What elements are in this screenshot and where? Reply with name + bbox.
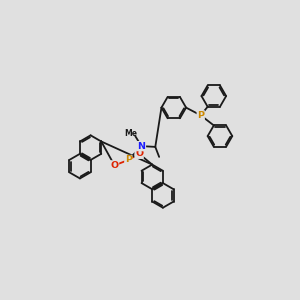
Text: O: O xyxy=(135,149,143,158)
Text: P: P xyxy=(125,155,132,164)
Text: N: N xyxy=(137,142,146,151)
Text: P: P xyxy=(197,111,204,120)
Text: Me: Me xyxy=(124,129,137,138)
Text: O: O xyxy=(110,161,118,170)
